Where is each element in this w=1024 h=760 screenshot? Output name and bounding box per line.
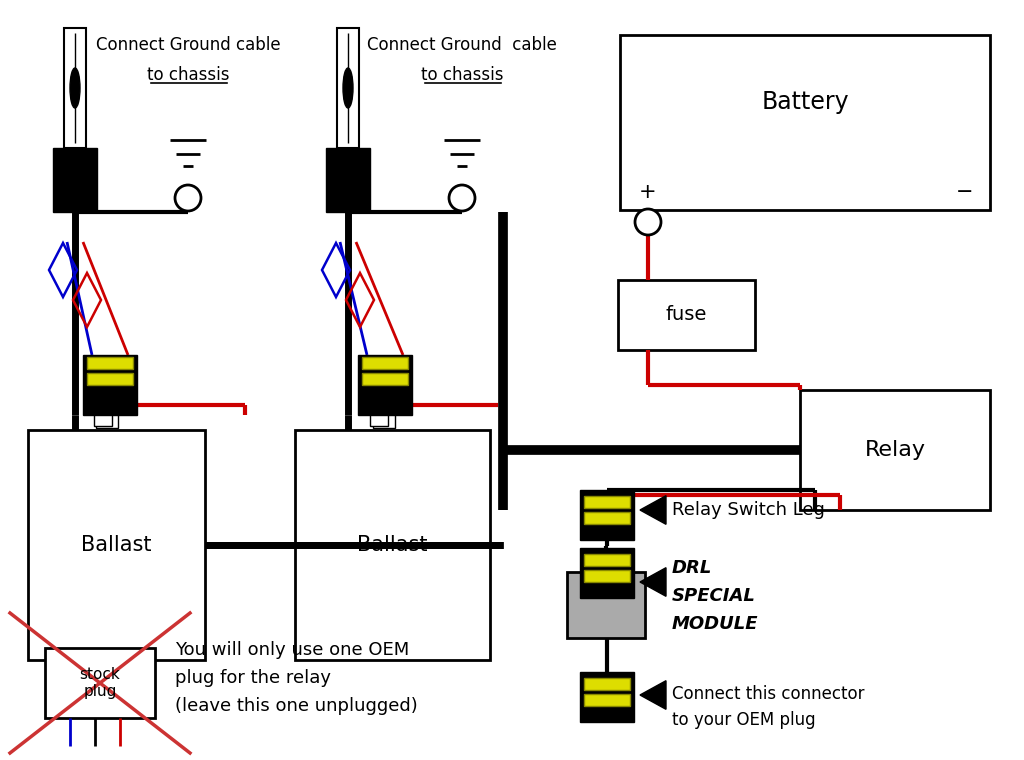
Bar xyxy=(63,28,86,148)
Bar xyxy=(362,357,408,369)
Ellipse shape xyxy=(343,68,353,108)
Bar xyxy=(584,694,630,706)
Bar xyxy=(28,430,205,660)
Text: Battery: Battery xyxy=(761,90,849,114)
Circle shape xyxy=(635,209,662,235)
Bar xyxy=(53,148,97,212)
Text: (leave this one unplugged): (leave this one unplugged) xyxy=(175,697,418,715)
Polygon shape xyxy=(640,496,666,524)
Text: DRL: DRL xyxy=(672,559,713,577)
Text: to your OEM plug: to your OEM plug xyxy=(672,711,816,729)
Bar xyxy=(362,373,408,385)
Bar xyxy=(94,412,112,426)
Polygon shape xyxy=(640,681,666,709)
Text: Connect Ground cable: Connect Ground cable xyxy=(95,36,281,54)
Ellipse shape xyxy=(70,68,80,108)
Circle shape xyxy=(175,185,201,211)
Bar xyxy=(96,414,118,428)
Bar xyxy=(373,414,395,428)
Text: Relay Switch Leg: Relay Switch Leg xyxy=(672,501,825,519)
Bar xyxy=(370,412,388,426)
Polygon shape xyxy=(640,568,666,597)
Text: SPECIAL: SPECIAL xyxy=(672,587,756,605)
Text: plug for the relay: plug for the relay xyxy=(175,669,331,687)
Text: +: + xyxy=(639,182,656,202)
Bar xyxy=(567,572,645,638)
Bar xyxy=(584,512,630,524)
Text: fuse: fuse xyxy=(666,306,707,325)
Bar xyxy=(620,35,990,210)
Bar xyxy=(580,672,634,722)
Text: Ballast: Ballast xyxy=(356,535,427,555)
Circle shape xyxy=(449,185,475,211)
Text: stock
plug: stock plug xyxy=(80,667,121,699)
Text: Relay: Relay xyxy=(864,440,926,460)
Bar xyxy=(580,548,634,598)
Bar xyxy=(618,280,755,350)
Bar xyxy=(337,28,359,148)
Text: You will only use one OEM: You will only use one OEM xyxy=(175,641,410,659)
Bar xyxy=(584,570,630,582)
Text: to chassis: to chassis xyxy=(421,66,503,84)
Text: Ballast: Ballast xyxy=(81,535,152,555)
Bar xyxy=(800,390,990,510)
Bar xyxy=(45,648,155,718)
Text: −: − xyxy=(956,182,974,202)
Bar xyxy=(580,490,634,540)
Bar xyxy=(326,148,370,212)
Bar xyxy=(358,355,412,415)
Bar xyxy=(87,373,133,385)
Text: Connect this connector: Connect this connector xyxy=(672,685,864,703)
Bar xyxy=(584,496,630,508)
Bar xyxy=(295,430,490,660)
Text: MODULE: MODULE xyxy=(672,615,759,633)
Bar xyxy=(584,554,630,566)
Bar xyxy=(87,357,133,369)
Bar xyxy=(83,355,137,415)
Text: Connect Ground  cable: Connect Ground cable xyxy=(367,36,557,54)
Text: to chassis: to chassis xyxy=(146,66,229,84)
Bar xyxy=(584,678,630,690)
